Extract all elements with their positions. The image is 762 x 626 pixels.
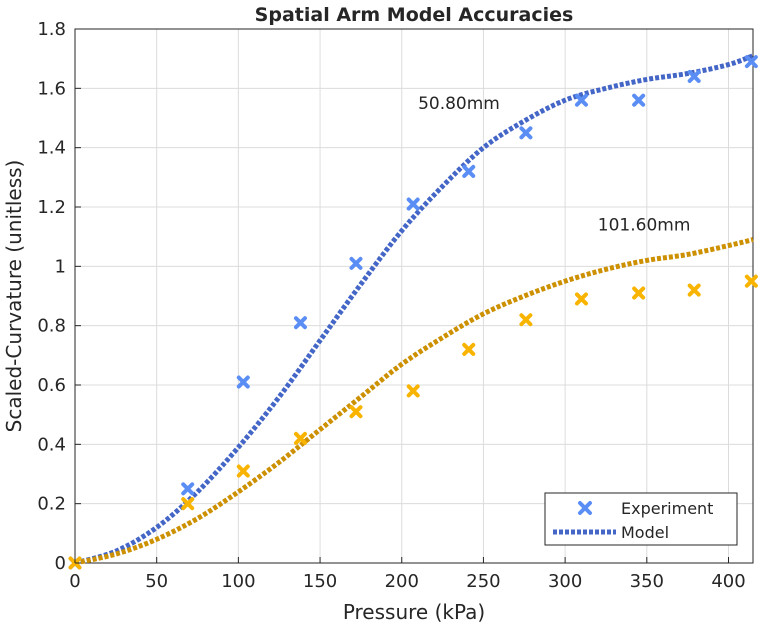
experiment-marker-series-2 [181,497,195,511]
experiment-point [236,464,250,478]
y-tick-label: 1 [55,256,66,277]
x-tick-label: 300 [548,571,582,592]
experiment-point [632,93,646,107]
annotation-label: 50.80mm [418,94,500,114]
x-axis-ticks: 0 50 100 150 200 250 300 350 400 [69,557,746,592]
experiment-point [293,316,307,330]
model-line-series-3 [74,237,754,566]
x-tick-label: 150 [303,571,337,592]
experiment-point [574,93,588,107]
y-tick-label: 0.4 [37,434,66,455]
experiment-point [744,274,758,288]
experiment-point [406,197,420,211]
experiment-point [181,497,195,511]
experiment-marker-series-0 [293,316,307,330]
x-tick-label: 200 [385,571,419,592]
x-tick-label: 50 [145,571,168,592]
experiment-point [744,55,758,69]
experiment-marker-series-0 [406,197,420,211]
model-line-series-1 [74,53,754,566]
grid [74,28,753,564]
x-axis-label: Pressure (kPa) [343,600,485,624]
experiment-marker-series-2 [744,274,758,288]
experiment-marker-series-0 [462,164,476,178]
experiment-point [462,342,476,356]
experiment-point [687,283,701,297]
legend-label-experiment: Experiment [621,499,713,518]
experiment-point [181,482,195,496]
experiment-point [349,405,363,419]
legend-box [544,492,738,546]
y-tick-label: 0.8 [37,316,66,337]
experiment-point [349,256,363,270]
experiment-marker-series-2 [574,292,588,306]
experiment-marker-series-0 [349,256,363,270]
experiment-point [236,375,250,389]
chart-title: Spatial Arm Model Accuracies [255,4,574,26]
experiment-marker-series-2 [462,342,476,356]
experiment-point [462,164,476,178]
experiment-marker-series-0 [236,375,250,389]
y-tick-label: 1.8 [37,19,66,40]
experiment-marker-series-2 [406,384,420,398]
experiment-marker-series-2 [632,286,646,300]
series-layer [68,53,758,570]
x-tick-label: 0 [69,571,80,592]
plot-frame [74,28,754,564]
experiment-point [687,69,701,83]
experiment-marker-series-0 [181,482,195,496]
experiment-point [574,292,588,306]
y-axis-label: Scaled-Curvature (unitless) [2,160,26,433]
experiment-marker-series-0 [519,126,533,140]
experiment-marker-series-0 [744,55,758,69]
experiment-point [406,384,420,398]
experiment-marker-series-0 [687,69,701,83]
experiment-marker-series-2 [519,313,533,327]
y-tick-label: 1.6 [37,78,66,99]
experiment-marker-series-2 [349,405,363,419]
x-tick-label: 350 [630,571,664,592]
experiment-point [632,286,646,300]
experiment-marker-series-2 [293,431,307,445]
y-tick-label: 0 [55,553,66,574]
x-tick-label: 250 [466,571,500,592]
experiment-marker-series-2 [236,464,250,478]
experiment-marker-series-2 [687,283,701,297]
experiment-point [519,313,533,327]
experiment-marker-series-0 [632,93,646,107]
legend-label-model: Model [621,523,669,542]
y-tick-label: 1.4 [37,138,66,159]
experiment-point [519,126,533,140]
x-tick-label: 100 [221,571,255,592]
y-tick-label: 0.6 [37,375,66,396]
y-axis-ticks: 0 0.2 0.4 0.6 0.8 1 1.2 1.4 1.6 1.8 [37,19,81,574]
legend-marker-experiment [578,501,592,515]
y-tick-label: 1.2 [37,197,66,218]
experiment-point [293,431,307,445]
annotations: 50.80mm 101.60mm [418,94,690,236]
x-tick-label: 400 [711,571,745,592]
legend: Experiment Model [544,492,738,546]
experiment-marker-series-0 [574,93,588,107]
y-tick-label: 0.2 [37,494,66,515]
annotation-label: 101.60mm [598,216,691,236]
